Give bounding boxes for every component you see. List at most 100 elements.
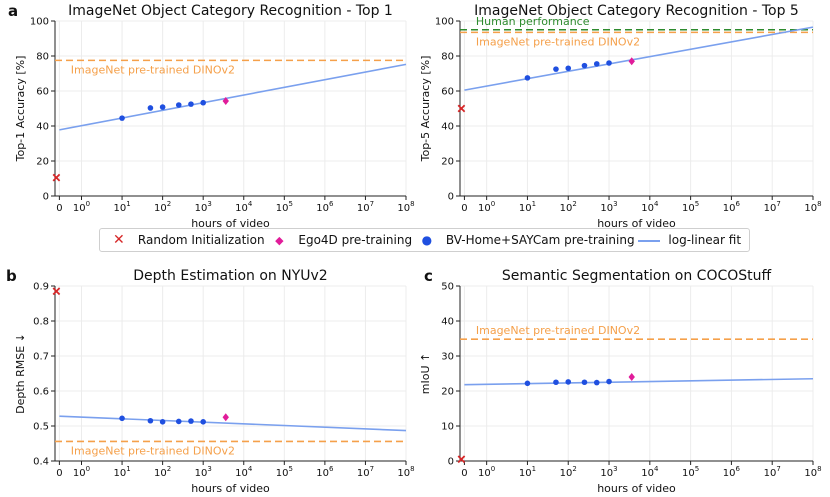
line-marker-icon xyxy=(638,233,661,247)
x-tick-label: 0 xyxy=(56,468,62,479)
x-tick-label: 108 xyxy=(804,465,821,479)
y-tick-label: 60 xyxy=(441,87,454,98)
legend-label-fit: log-linear fit xyxy=(668,233,742,247)
x-tick-label: 102 xyxy=(154,465,171,479)
x-tick-label: 103 xyxy=(195,200,212,214)
y-tick-label: 50 xyxy=(441,282,454,293)
x-tick-label: 102 xyxy=(154,200,171,214)
x-tick-label: 105 xyxy=(276,465,293,479)
chart-title: ImageNet Object Category Recognition - T… xyxy=(68,3,393,19)
y-tick-label: 0.7 xyxy=(33,352,49,363)
y-tick-label: 40 xyxy=(441,122,454,133)
x-tick-label: 101 xyxy=(519,200,536,214)
y-tick-label: 0.6 xyxy=(33,387,49,398)
bv-point xyxy=(188,418,194,424)
baseline-label: ImageNet pre-trained DINOv2 xyxy=(71,444,235,457)
legend-item-bv: ● BV-Home+SAYCam pre-training xyxy=(416,233,635,247)
x-tick-label: 107 xyxy=(357,200,374,214)
x-tick-label: 101 xyxy=(113,200,130,214)
x-tick-label: 105 xyxy=(276,200,293,214)
chart-title: Depth Estimation on NYUv2 xyxy=(133,268,327,284)
y-tick-label: 20 xyxy=(36,157,49,168)
y-tick-label: 40 xyxy=(36,122,49,133)
y-tick-label: 0.8 xyxy=(33,317,49,328)
legend-label-bv: BV-Home+SAYCam pre-training xyxy=(445,233,635,247)
bv-point xyxy=(524,380,531,387)
random-init-marker xyxy=(52,173,61,182)
x-tick-label: 104 xyxy=(641,200,659,214)
bv-point xyxy=(147,105,154,111)
x-tick-label: 101 xyxy=(113,465,130,479)
x-tick-label: 0 xyxy=(461,468,467,479)
x-tick-label: 0 xyxy=(56,203,62,214)
random-init-marker xyxy=(457,104,466,113)
x-tick-label: 108 xyxy=(397,200,414,214)
x-axis-label: hours of video xyxy=(191,482,270,495)
bv-point xyxy=(188,101,194,107)
y-tick-label: 100 xyxy=(435,17,454,28)
ego4d-point xyxy=(222,96,229,105)
x-tick-label: 106 xyxy=(723,465,741,479)
chart-title: Semantic Segmentation on COCOStuff xyxy=(502,268,772,284)
bv-point xyxy=(119,415,125,422)
y-tick-label: 100 xyxy=(30,17,49,28)
x-tick-label: 104 xyxy=(235,465,253,479)
fit-line xyxy=(464,377,814,386)
bv-point xyxy=(606,378,612,385)
y-axis-label: Top-1 Accuracy [%] xyxy=(14,56,27,163)
x-tick-label: 106 xyxy=(316,465,334,479)
legend-item-ego4d: ◆ Ego4D pre-training xyxy=(268,233,412,247)
y-tick-label: 10 xyxy=(441,422,454,433)
baseline-label: Human performance xyxy=(476,15,590,28)
x-tick-label: 100 xyxy=(73,465,90,479)
fit-line xyxy=(59,415,407,432)
bv-point xyxy=(200,99,206,106)
x-tick-label: 106 xyxy=(723,200,741,214)
y-axis-label: Top-5 Accuracy [%] xyxy=(419,56,432,163)
x-tick-label: 0 xyxy=(461,203,467,214)
diamond-marker-icon: ◆ xyxy=(275,233,284,247)
x-tick-label: 104 xyxy=(235,200,253,214)
x-tick-label: 108 xyxy=(804,200,821,214)
y-axis-label: Depth RMSE ↓ xyxy=(14,333,27,414)
bv-point xyxy=(581,379,588,386)
y-tick-label: 0 xyxy=(448,192,454,203)
fit-line xyxy=(464,26,814,91)
random-init-marker xyxy=(52,287,61,296)
x-tick-label: 107 xyxy=(764,465,781,479)
bv-point xyxy=(524,75,531,81)
bv-point xyxy=(159,104,166,110)
x-axis-label: hours of video xyxy=(191,217,270,230)
x-tick-label: 108 xyxy=(397,465,414,479)
bv-point xyxy=(553,66,559,72)
bv-point xyxy=(119,115,125,121)
legend-item-random: ✕ Random Initialization xyxy=(108,232,265,248)
y-tick-label: 0.5 xyxy=(33,422,49,433)
bv-point xyxy=(606,60,612,66)
y-tick-label: 0.9 xyxy=(33,282,49,293)
bv-point xyxy=(159,419,166,425)
x-tick-label: 105 xyxy=(682,465,699,479)
bv-point xyxy=(147,417,154,424)
x-tick-label: 103 xyxy=(195,465,212,479)
ego4d-point xyxy=(222,413,229,422)
random-init-marker xyxy=(457,455,466,464)
bv-point xyxy=(565,379,572,385)
fit-line xyxy=(59,63,407,131)
x-tick-label: 105 xyxy=(682,200,699,214)
x-tick-label: 100 xyxy=(478,200,495,214)
x-axis-label: hours of video xyxy=(597,217,676,230)
y-tick-label: 80 xyxy=(36,52,49,63)
bv-point xyxy=(175,102,182,108)
legend: ✕ Random Initialization ◆ Ego4D pre-trai… xyxy=(99,228,750,252)
bv-point xyxy=(175,418,182,425)
panel-label: b xyxy=(6,267,17,285)
x-axis-label: hours of video xyxy=(597,482,676,495)
panel-label: a xyxy=(8,2,18,20)
x-tick-label: 106 xyxy=(316,200,334,214)
y-tick-label: 80 xyxy=(441,52,454,63)
dot-marker-icon: ● xyxy=(421,233,433,247)
bv-point xyxy=(593,379,600,386)
x-tick-label: 103 xyxy=(600,200,617,214)
